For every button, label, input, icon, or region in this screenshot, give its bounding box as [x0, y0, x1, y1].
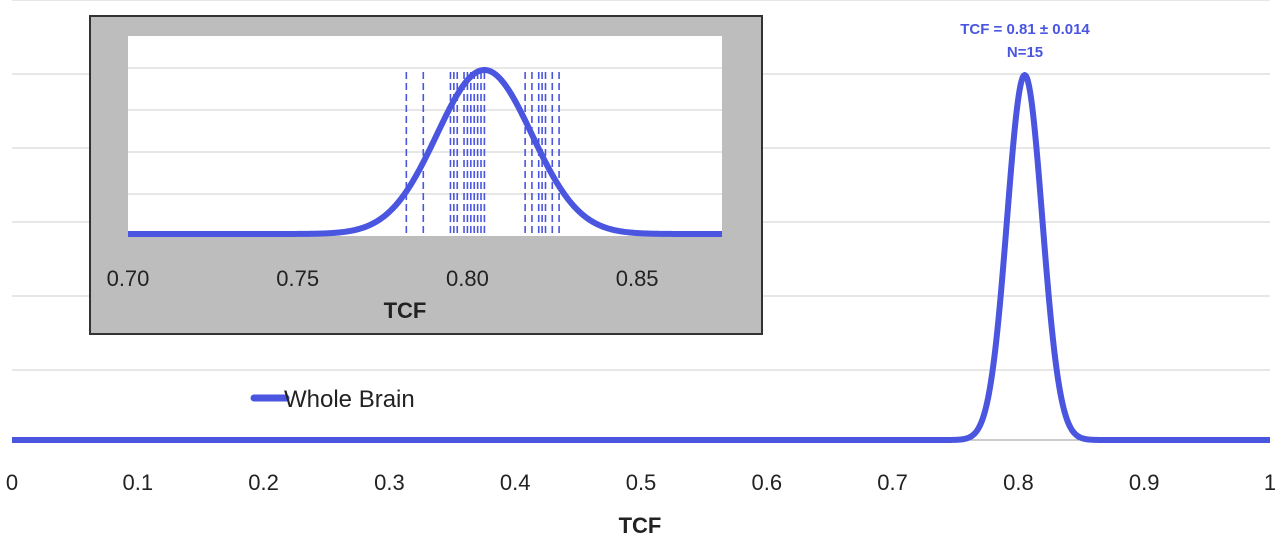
inset-series-line: [125, 67, 725, 237]
main-x-tick-label: 0.7: [877, 470, 908, 495]
main-x-tick-label: 0.8: [1003, 470, 1034, 495]
annotation-tcf-mean: TCF = 0.81 ± 0.014: [960, 21, 1090, 38]
inset-x-tick-labels: 0.70 0.75 0.80 0.85: [107, 266, 659, 291]
main-x-tick-label: 0.4: [500, 470, 531, 495]
inset-subject-lines: [405, 72, 560, 234]
main-x-tick-label: 0.3: [374, 470, 405, 495]
main-x-tick-labels: 0 0.1 0.2 0.3 0.4 0.5 0.6 0.7 0.8 0.9 1: [6, 470, 1276, 495]
main-x-tick-label: 0.5: [626, 470, 657, 495]
legend-label-whole-brain: Whole Brain: [284, 386, 415, 413]
main-series-line-whole-brain: [10, 72, 1272, 443]
inset-x-tick-label: 0.70: [107, 266, 150, 291]
main-x-tick-label: 0.6: [752, 470, 783, 495]
inset-chart: 0.70 0.75 0.80 0.85 TCF: [89, 15, 763, 335]
inset-x-tick-label: 0.75: [276, 266, 319, 291]
main-x-tick-label: 0.2: [248, 470, 279, 495]
main-x-tick-label: 0.9: [1129, 470, 1160, 495]
inset-x-tick-label: 0.85: [616, 266, 659, 291]
inset-plot-area: [128, 36, 722, 236]
inset-x-tick-label: 0.80: [446, 266, 489, 291]
legend: Whole Brain: [250, 386, 415, 413]
inset-x-axis-title: TCF: [384, 298, 427, 323]
main-x-tick-label: 1: [1264, 470, 1276, 495]
main-x-tick-label: 0: [6, 470, 18, 495]
inset-gridlines: [128, 67, 722, 195]
annotation-n: N=15: [1007, 44, 1043, 61]
main-x-tick-label: 0.1: [123, 470, 154, 495]
main-x-axis-title: TCF: [619, 513, 662, 538]
